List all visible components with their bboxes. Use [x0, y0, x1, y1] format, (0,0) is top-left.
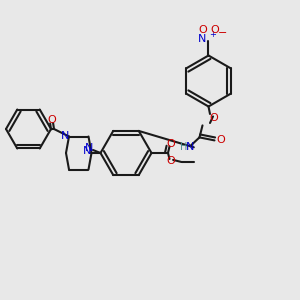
Text: −: − [218, 28, 228, 38]
Text: N: N [198, 34, 207, 44]
Text: N: N [185, 142, 194, 152]
Text: O: O [217, 135, 226, 146]
Text: N: N [85, 143, 94, 153]
Text: O: O [167, 139, 176, 149]
Text: O: O [209, 113, 218, 123]
Text: N: N [61, 130, 69, 141]
Text: N: N [83, 146, 92, 156]
Text: O: O [167, 156, 176, 167]
Text: +: + [210, 30, 216, 39]
Text: H: H [180, 142, 188, 152]
Text: O: O [198, 25, 207, 35]
Text: O: O [47, 115, 56, 125]
Text: O: O [210, 25, 219, 35]
